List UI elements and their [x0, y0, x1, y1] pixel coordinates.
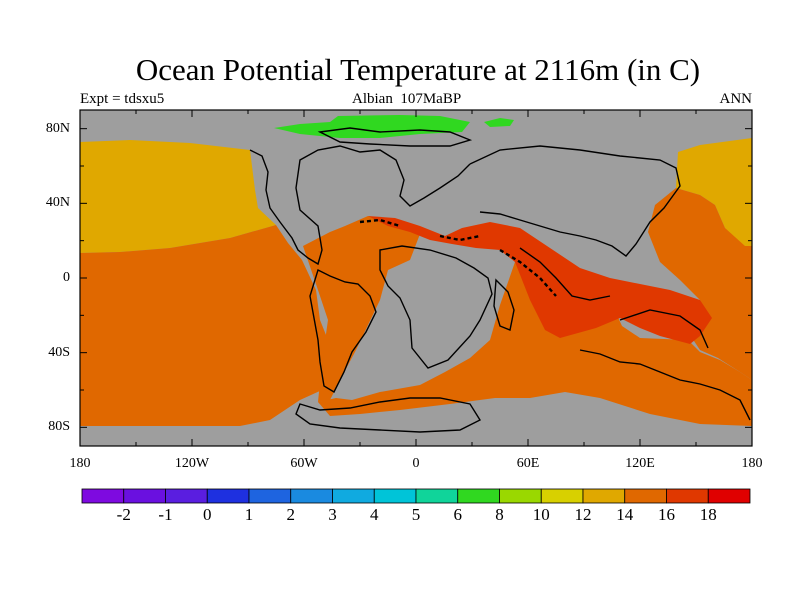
colorbar-label: 4 — [370, 505, 379, 524]
colorbar-swatch — [707, 488, 751, 504]
colorbar-label: 3 — [328, 505, 337, 524]
age-label: 107MaBP — [400, 91, 462, 107]
colorbar-label: 8 — [495, 505, 504, 524]
coastline-antarctica — [295, 397, 482, 433]
colorbar-swatch — [206, 488, 250, 504]
colorbar-label: 1 — [244, 505, 254, 524]
colorbar-swatch — [332, 488, 375, 504]
colorbar-label: -2 — [116, 505, 131, 524]
coastlines — [249, 127, 751, 433]
coastline-india — [493, 278, 515, 331]
lat-tick-label: 40S — [48, 344, 70, 360]
ocean-region-north-pacific-east — [676, 138, 752, 246]
coastline-north-america — [249, 145, 471, 266]
coastline-eurasia — [469, 145, 681, 257]
lat-tick-label: 80S — [48, 419, 70, 435]
ocean-region-pacific-main — [80, 225, 330, 426]
coastline-greenland-arctic — [317, 127, 473, 147]
lon-tick-label: 180 — [69, 456, 91, 471]
colorbar-label: 16 — [658, 505, 675, 524]
lon-tick-label: 180 — [741, 456, 763, 471]
ocean-region-east-pacific-strip — [648, 188, 752, 380]
ocean-region-atlantic — [303, 216, 420, 402]
lat-tick-label: 40N — [45, 195, 70, 211]
lat-tick-label: 80N — [45, 120, 70, 136]
colorbar-label: -1 — [158, 505, 173, 524]
stage-label: Albian — [352, 91, 393, 107]
coastline-east-australia — [619, 309, 709, 349]
colorbar-swatch — [248, 488, 292, 504]
colorbar-swatch — [123, 488, 166, 504]
colorbar-swatch — [457, 488, 500, 504]
colorbar-swatch — [373, 488, 417, 504]
ocean-region-arctic-patch-2 — [484, 118, 514, 127]
ocean-region-southern-ocean — [318, 262, 752, 426]
colorbar-label: 2 — [286, 505, 296, 524]
colorbar-label: 5 — [411, 505, 421, 524]
season-label: ANN — [719, 91, 753, 107]
colorbar-label: 14 — [616, 505, 634, 524]
period-label: Albian 107MaBP — [352, 90, 461, 108]
map-field — [80, 110, 752, 446]
coastline-south-america — [309, 269, 377, 393]
colorbar-swatch — [666, 488, 709, 504]
colorbar-swatch — [499, 488, 542, 504]
colorbar-label: 18 — [699, 505, 717, 524]
coastline-africa — [379, 245, 493, 369]
ocean-region-north-pacific-west — [80, 140, 276, 253]
ocean-region-tethys — [368, 216, 712, 344]
lon-tick-label: 60E — [516, 456, 540, 471]
colorbar-swatch — [624, 488, 667, 504]
colorbar-label: 10 — [532, 505, 550, 524]
colorbar-label: 12 — [574, 505, 592, 524]
colorbar-swatch — [582, 488, 626, 504]
colorbar-label: 6 — [453, 505, 463, 524]
experiment-label: Expt = tdsxu5 — [80, 91, 165, 107]
lon-tick-label: 120E — [625, 456, 655, 471]
colorbar-swatch — [415, 488, 459, 504]
island-arcs — [359, 218, 557, 297]
coastline-australia-antarctica — [579, 349, 751, 421]
colorbar-label: 0 — [203, 505, 212, 524]
lon-tick-label: 120W — [174, 456, 210, 471]
colorbar — [81, 488, 751, 504]
coastline-southeast-asia — [519, 247, 611, 301]
map-ticks — [79, 110, 753, 446]
lon-tick-label: 0 — [412, 456, 420, 471]
colorbar-swatch — [290, 488, 333, 504]
island-arc-tethys — [499, 248, 557, 297]
chart-title: Ocean Potential Temperature at 2116m (in… — [135, 52, 701, 87]
lon-tick-label: 60W — [290, 456, 318, 471]
colorbar-swatch — [81, 488, 125, 504]
lat-tick-label: 0 — [63, 270, 70, 285]
colorbar-swatch — [165, 488, 208, 504]
colorbar-swatch — [540, 488, 584, 504]
